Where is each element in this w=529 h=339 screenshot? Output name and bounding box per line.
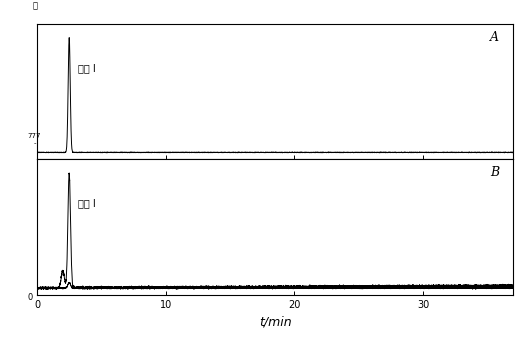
Text: B: B (490, 166, 499, 179)
Text: 777
-: 777 - (28, 133, 41, 146)
Text: 杂质 I: 杂质 I (78, 198, 96, 208)
X-axis label: t/min: t/min (259, 315, 291, 328)
Text: A: A (490, 31, 499, 43)
Text: 0: 0 (28, 293, 33, 302)
Text: 杂质 I: 杂质 I (78, 63, 96, 73)
Text: 图: 图 (32, 1, 37, 10)
